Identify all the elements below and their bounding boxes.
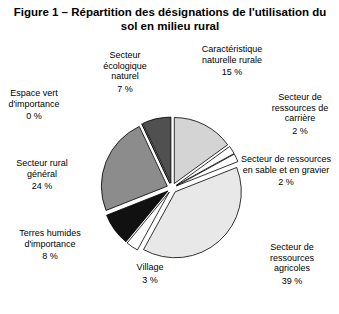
pie-slice: [143, 117, 171, 183]
slice-label: Secteur de ressourcesen sable et en grav…: [241, 154, 332, 175]
slice-label: Espace vertd'importance: [8, 88, 59, 109]
data-label: 7 %: [117, 84, 133, 94]
slice-label: Terres humidesd'importance: [19, 228, 81, 249]
data-label: 0 %: [26, 111, 42, 121]
slice-label: Secteur deressourcesagricoles: [270, 242, 315, 273]
data-label: 2 %: [278, 177, 294, 187]
pie: [101, 117, 241, 258]
slice-label: Caractéristiquenaturelle rurale: [202, 44, 263, 65]
title: Figure 1 – Répartition des désignations …: [14, 6, 327, 32]
background: [0, 0, 339, 314]
slice-label: Secteur ruralgénéral: [16, 158, 68, 179]
slice-label: Village: [137, 262, 164, 272]
data-label: 39 %: [282, 276, 303, 286]
data-label: 2 %: [292, 126, 308, 136]
data-label: 15 %: [222, 67, 243, 77]
chart: Figure 1 – Répartition des désignations …: [0, 0, 339, 314]
slice-label: Secteur deressources decarrière: [272, 92, 329, 123]
data-label: 24 %: [32, 181, 53, 191]
data-label: 8 %: [42, 251, 58, 261]
data-label: 3 %: [142, 275, 158, 285]
slice-label: Secteurécologiquenaturel: [103, 50, 147, 81]
